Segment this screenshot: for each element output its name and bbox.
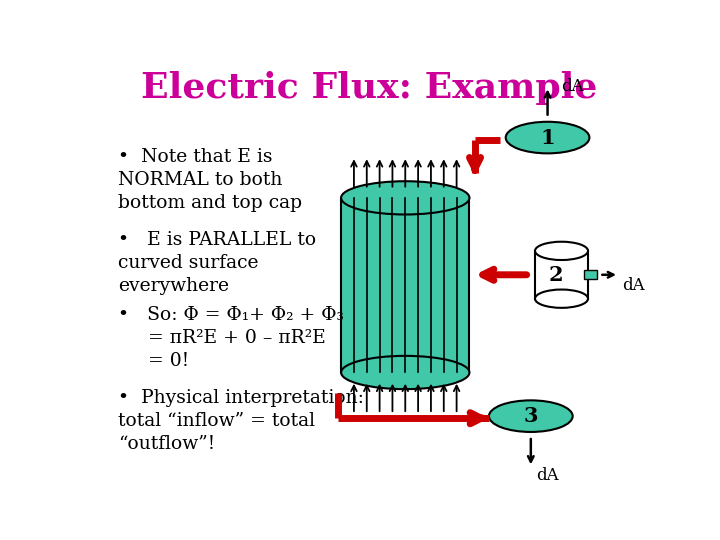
Polygon shape bbox=[535, 251, 588, 299]
Text: •   So: Φ = Φ₁+ Φ₂ + Φ₃
     = πR²E + 0 – πR²E
     = 0!: • So: Φ = Φ₁+ Φ₂ + Φ₃ = πR²E + 0 – πR²E … bbox=[118, 306, 344, 370]
Text: 2: 2 bbox=[549, 265, 563, 285]
Text: dA: dA bbox=[536, 467, 559, 484]
Ellipse shape bbox=[341, 181, 469, 214]
Text: 1: 1 bbox=[540, 127, 555, 147]
Text: dA: dA bbox=[562, 78, 584, 95]
Ellipse shape bbox=[489, 400, 572, 432]
Text: dA: dA bbox=[621, 277, 644, 294]
Text: •   E is PARALLEL to
curved surface
everywhere: • E is PARALLEL to curved surface everyw… bbox=[118, 231, 316, 295]
Text: •  Physical interpretation:
total “inflow” = total
“outflow”!: • Physical interpretation: total “inflow… bbox=[118, 389, 364, 453]
Bar bbox=[585, 270, 597, 279]
Polygon shape bbox=[341, 198, 469, 373]
Text: Electric Flux: Example: Electric Flux: Example bbox=[141, 71, 597, 105]
Ellipse shape bbox=[505, 122, 590, 153]
Text: •  Note that E is
NORMAL to both
bottom and top cap: • Note that E is NORMAL to both bottom a… bbox=[118, 148, 302, 212]
Ellipse shape bbox=[341, 356, 469, 389]
Ellipse shape bbox=[535, 289, 588, 308]
Text: 3: 3 bbox=[523, 406, 538, 426]
Ellipse shape bbox=[535, 242, 588, 260]
